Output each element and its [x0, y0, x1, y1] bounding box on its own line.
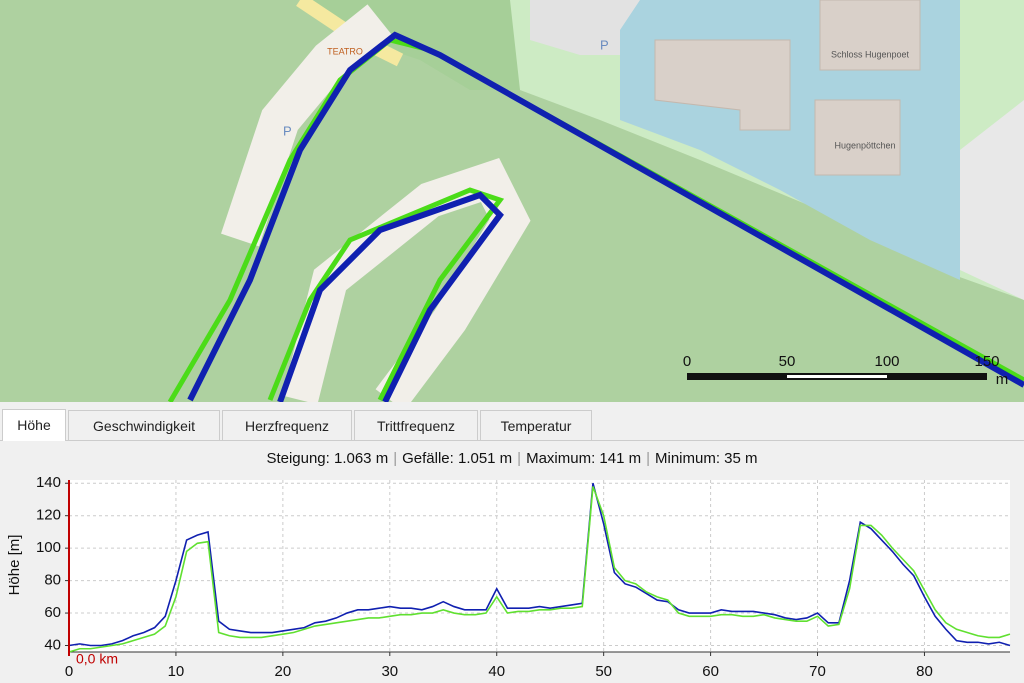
y-tick-label: 40	[44, 636, 61, 653]
map-label: TEATRO	[327, 46, 363, 56]
chart: 40 60 80 100 120 140 0 10 20 30 40 50 60 70 80 0,0 km Hö…	[6, 474, 1011, 680]
y-tick-label: 80	[44, 572, 61, 589]
x-tick-label: 80	[916, 663, 933, 680]
x-tick-label: 70	[809, 663, 826, 680]
separator: |	[517, 450, 522, 467]
tab[interactable]: Geschwindigkeit	[68, 410, 220, 440]
x-tick-label: 60	[702, 663, 719, 680]
scale-bar	[787, 375, 887, 378]
separator: |	[393, 450, 398, 467]
x-tick-label: 20	[275, 663, 292, 680]
x-tick-label: 0	[65, 663, 73, 680]
x-tick-label: 10	[168, 663, 185, 680]
scale-unit: m	[996, 371, 1009, 388]
x-tick-label: 40	[488, 663, 505, 680]
y-tick-label: 100	[36, 539, 61, 556]
map-label: P	[283, 123, 292, 138]
x-tick-label: 30	[381, 663, 398, 680]
elevation-line	[68, 483, 1011, 647]
scale-label: 50	[779, 353, 796, 370]
map-label: Hugenpöttchen	[834, 140, 895, 150]
x-tick-label: 50	[595, 663, 612, 680]
y-tick-label: 120	[36, 507, 61, 524]
elevation-line	[68, 486, 1011, 653]
tab[interactable]: Herzfrequenz	[222, 410, 352, 440]
y-tick-label: 60	[44, 604, 61, 621]
y-tick-label: 140	[36, 474, 61, 491]
y-axis-label: Höhe [m]	[6, 535, 23, 596]
map-label: Schloss Hugenpoet	[831, 49, 910, 59]
scale-label: 150	[974, 353, 999, 370]
stat: Minimum: 35 m	[655, 450, 758, 467]
scale-label: 0	[683, 353, 691, 370]
tab-bar: Höhe Geschwindigkeit Herzfrequenz Trittfreq…	[0, 409, 1024, 441]
separator: |	[646, 450, 651, 467]
tab[interactable]: Höhe	[2, 409, 66, 441]
stats: Steigung: 1.063 m | Gefälle: 1.051 m | Maxim…	[0, 450, 1024, 467]
stat: Maximum: 141 m	[526, 450, 642, 467]
tab[interactable]: Trittfrequenz	[354, 410, 478, 440]
stat: Gefälle: 1.051 m	[402, 450, 513, 467]
map: TEATRO P P Schloss Hugenpoet Hugenpöttch…	[0, 0, 1024, 402]
stat: Steigung: 1.063 m	[266, 450, 389, 467]
tab[interactable]: Temperatur	[480, 410, 592, 440]
position-label: 0,0 km	[76, 651, 118, 667]
map-label: P	[600, 37, 609, 52]
scale-label: 100	[874, 353, 899, 370]
